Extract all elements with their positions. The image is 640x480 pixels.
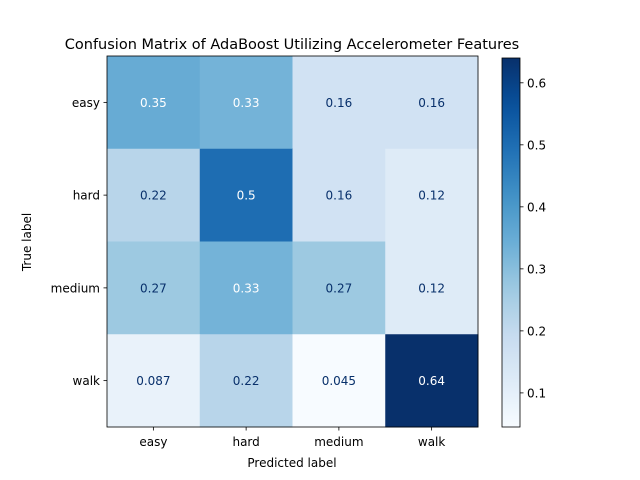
x-tick-label-walk: walk: [418, 435, 446, 449]
heatmap-cell-walk-medium: [292, 334, 386, 428]
chart-title: Confusion Matrix of AdaBoost Utilizing A…: [65, 37, 519, 53]
heatmap-cell-hard-medium: [292, 148, 386, 242]
y-axis-label: True label: [20, 213, 34, 272]
heatmap-cell-walk-walk: [385, 334, 479, 428]
heatmap-cell-walk-easy: [107, 334, 201, 428]
heatmap-cell-easy-easy: [107, 56, 201, 150]
cell-value-label-walk-medium: 0.045: [322, 374, 356, 388]
cell-value-label-easy-medium: 0.16: [326, 96, 353, 110]
x-tick-label-medium: medium: [314, 435, 363, 449]
y-tick-label-walk: walk: [73, 374, 101, 388]
cell-value-label-hard-easy: 0.22: [140, 189, 167, 203]
x-axis-ticks: easy hard medium walk: [139, 427, 445, 449]
y-tick-label-hard: hard: [73, 189, 100, 203]
cell-value-label-hard-walk: 0.12: [418, 189, 445, 203]
cell-value-label-walk-easy: 0.087: [136, 374, 170, 388]
colorbar-tick-label-3: 0.4: [527, 200, 546, 214]
y-tick-label-easy: easy: [72, 96, 100, 110]
heatmap-cell-easy-hard: [199, 56, 293, 150]
heatmap-cell-medium-easy: [107, 241, 201, 335]
cell-value-label-walk-walk: 0.64: [418, 374, 445, 388]
cell-value-label-medium-medium: 0.27: [326, 281, 353, 295]
heatmap-cell-hard-hard: [199, 148, 293, 242]
cell-value-label-walk-hard: 0.22: [233, 374, 260, 388]
heatmap-cell-hard-walk: [385, 148, 479, 242]
cell-value-label-easy-easy: 0.35: [140, 96, 167, 110]
x-tick-label-hard: hard: [232, 435, 259, 449]
cell-value-label-medium-walk: 0.12: [418, 281, 445, 295]
colorbar-tick-label-1: 0.2: [527, 324, 546, 338]
heatmap-cell-medium-walk: [385, 241, 479, 335]
colorbar-tick-label-5: 0.6: [527, 76, 546, 90]
heatmap-cell-easy-walk: [385, 56, 479, 150]
cell-value-label-hard-hard: 0.5: [237, 189, 256, 203]
colorbar-tick-label-2: 0.3: [527, 262, 546, 276]
colorbar-tick-label-4: 0.5: [527, 138, 546, 152]
cell-value-label-medium-hard: 0.33: [233, 281, 260, 295]
heatmap-cells: [107, 56, 479, 428]
cell-value-label-medium-easy: 0.27: [140, 281, 167, 295]
x-axis-label: Predicted label: [247, 456, 336, 470]
heatmap-cell-easy-medium: [292, 56, 386, 150]
colorbar-ticks: 0.1 0.2 0.3 0.4 0.5 0.6: [520, 76, 546, 400]
y-tick-label-medium: medium: [51, 281, 100, 295]
cell-value-label-hard-medium: 0.16: [326, 189, 353, 203]
heatmap-cell-hard-easy: [107, 148, 201, 242]
colorbar: [501, 57, 521, 428]
heatmap-cell-medium-hard: [199, 241, 293, 335]
x-tick-label-easy: easy: [139, 435, 167, 449]
colorbar-tick-label-0: 0.1: [527, 386, 546, 400]
y-axis-ticks: easy hard medium walk: [51, 96, 107, 388]
heatmap-cell-walk-hard: [199, 334, 293, 428]
heatmap-cell-medium-medium: [292, 241, 386, 335]
cell-value-label-easy-hard: 0.33: [233, 96, 260, 110]
cell-value-label-easy-walk: 0.16: [418, 96, 445, 110]
heatmap-cell-labels: 0.35 0.33 0.16 0.16 0.22 0.5 0.16 0.12 0.27 0.33 0…: [136, 96, 445, 388]
plot-frame: [106, 55, 479, 428]
